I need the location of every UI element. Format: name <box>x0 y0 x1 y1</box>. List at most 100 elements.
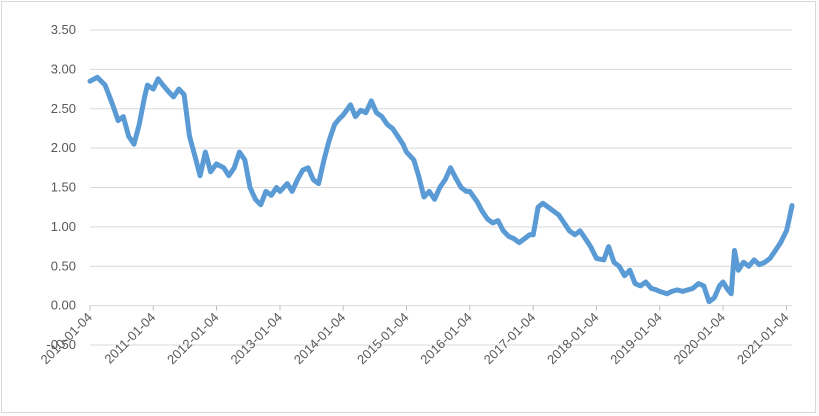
data-point <box>439 187 441 188</box>
data-point <box>444 179 446 181</box>
y-tick-label: -0.50 <box>46 337 76 352</box>
data-point <box>574 234 576 236</box>
data-point <box>692 287 694 289</box>
data-point <box>645 281 647 283</box>
data-point <box>173 96 174 98</box>
data-point <box>233 167 235 169</box>
data-point <box>568 230 570 232</box>
x-tick-label: 2012-01-04 <box>164 310 222 368</box>
data-point <box>450 167 451 169</box>
data-point <box>608 246 610 248</box>
x-tick-label: 2014-01-04 <box>291 310 349 368</box>
data-point <box>146 84 148 86</box>
x-tick-label: 2017-01-04 <box>481 310 539 368</box>
x-tick-label: 2019-01-04 <box>607 310 665 368</box>
data-point <box>128 135 130 137</box>
data-point <box>460 187 462 188</box>
data-point <box>513 238 515 240</box>
data-point <box>381 116 383 118</box>
data-point <box>279 190 281 192</box>
data-point <box>96 76 98 78</box>
data-point <box>312 179 314 181</box>
data-point <box>748 265 750 267</box>
data-point <box>764 261 766 263</box>
data-point <box>687 289 689 291</box>
data-point <box>339 117 341 119</box>
data-point <box>730 293 732 295</box>
data-point <box>682 290 683 292</box>
data-point <box>302 169 304 171</box>
data-point <box>117 120 119 122</box>
data-point <box>204 151 206 153</box>
data-point <box>629 269 631 271</box>
data-point <box>655 289 657 291</box>
data-point <box>497 220 499 222</box>
data-point <box>596 257 597 259</box>
series-layer <box>87 74 795 305</box>
data-point <box>719 285 720 287</box>
data-point <box>697 283 699 285</box>
x-tick-label: 2018-01-04 <box>544 310 602 368</box>
series-line <box>87 74 795 305</box>
data-point <box>291 190 293 192</box>
data-point <box>89 80 91 82</box>
data-point <box>743 261 744 263</box>
x-tick-label: 2015-01-04 <box>354 310 412 368</box>
x-tick-label: 2013-01-04 <box>227 310 285 368</box>
data-point <box>650 287 652 289</box>
data-point <box>254 198 256 200</box>
data-point <box>774 250 776 251</box>
data-point <box>737 269 739 271</box>
data-point <box>558 214 560 216</box>
data-point <box>228 175 230 177</box>
data-point <box>152 88 154 90</box>
data-point <box>708 301 710 303</box>
data-point <box>183 94 185 96</box>
y-axis-tick-labels: 3.50 3.00 2.50 2.00 1.50 1.00 0.50 0.00 -0.50 <box>46 22 76 352</box>
data-point <box>703 285 705 287</box>
data-point <box>769 257 771 259</box>
data-point <box>487 218 488 220</box>
data-point <box>492 222 494 224</box>
y-tick-label: 1.00 <box>51 219 76 234</box>
data-point <box>104 84 106 86</box>
data-point <box>469 190 471 192</box>
data-point <box>350 104 351 106</box>
x-tick-label: 2020-01-04 <box>671 310 729 368</box>
y-tick-label: 3.50 <box>51 22 76 37</box>
data-point <box>524 238 525 240</box>
data-point <box>265 190 267 192</box>
data-point <box>727 289 729 291</box>
y-tick-label: 2.50 <box>51 101 76 116</box>
data-point <box>112 104 114 106</box>
data-point <box>216 163 217 165</box>
data-point <box>788 218 790 220</box>
gridlines <box>90 29 792 346</box>
data-point <box>260 204 262 206</box>
data-point <box>613 261 615 263</box>
data-point <box>360 109 362 111</box>
data-point <box>178 88 180 90</box>
x-tick-label: 2011-01-04 <box>101 310 158 367</box>
data-point <box>286 183 288 185</box>
y-tick-label: 0.00 <box>51 298 76 313</box>
data-point <box>542 202 544 204</box>
x-axis-tick-labels: 2010-01-04 2011-01-04 2012-01-04 2013-01-04… <box>37 305 792 368</box>
data-point <box>138 124 140 125</box>
x-tick-label: 2021-01-04 <box>734 310 792 368</box>
data-point <box>434 198 436 200</box>
data-point <box>758 264 760 266</box>
data-point <box>518 242 520 244</box>
data-point <box>249 187 251 188</box>
data-point <box>376 112 377 114</box>
data-point <box>428 190 430 192</box>
data-point <box>640 285 641 287</box>
data-point <box>162 84 164 86</box>
y-tick-label: 3.00 <box>51 61 76 76</box>
data-point <box>753 259 755 261</box>
data-point <box>413 159 415 161</box>
data-point <box>780 242 782 244</box>
data-point <box>397 135 399 137</box>
data-point <box>199 175 201 177</box>
